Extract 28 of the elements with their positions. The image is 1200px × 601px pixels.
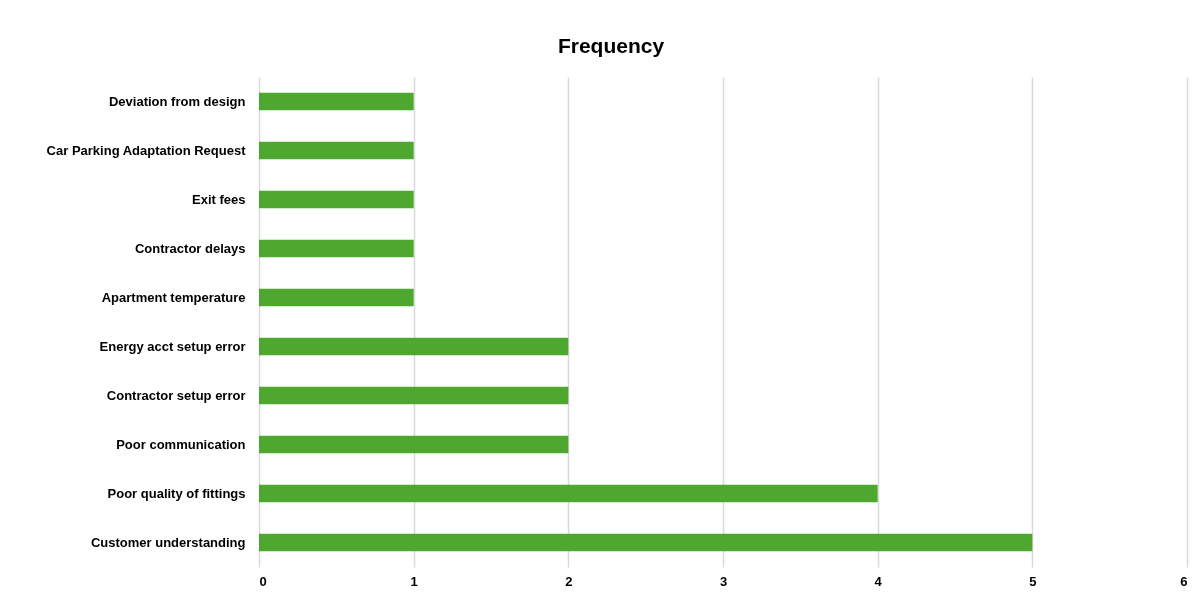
y-tick-label: Contractor delays bbox=[134, 240, 246, 256]
bar bbox=[259, 288, 414, 307]
bar bbox=[259, 92, 414, 111]
chart-title: Frequency bbox=[557, 34, 665, 57]
bar bbox=[259, 337, 569, 356]
x-tick-label: 2 bbox=[565, 573, 573, 589]
bar bbox=[259, 435, 569, 454]
y-tick-label: Poor communication bbox=[116, 436, 246, 452]
bar bbox=[259, 386, 569, 405]
x-tick-label: 3 bbox=[719, 573, 728, 589]
y-tick-label: Apartment temperature bbox=[101, 289, 246, 305]
y-tick-label: Deviation from design bbox=[108, 93, 246, 109]
y-tick-label: Poor quality of fittings bbox=[107, 485, 246, 501]
y-tick-label: Car Parking Adaptation Request bbox=[46, 142, 247, 158]
y-tick-label: Energy acct setup error bbox=[99, 338, 246, 354]
y-tick-label: Exit fees bbox=[192, 191, 246, 207]
bar bbox=[259, 190, 414, 209]
bar bbox=[259, 239, 414, 258]
bar bbox=[259, 141, 414, 160]
x-tick-label: 5 bbox=[1029, 573, 1037, 589]
bar bbox=[259, 533, 1033, 552]
y-tick-label: Customer understanding bbox=[90, 534, 246, 550]
bar bbox=[259, 484, 878, 503]
x-tick-label: 0 bbox=[259, 573, 267, 589]
x-tick-label: 1 bbox=[410, 573, 418, 589]
y-tick-label: Contractor setup error bbox=[106, 387, 246, 403]
x-tick-label: 4 bbox=[874, 573, 883, 589]
x-tick-label: 6 bbox=[1180, 573, 1188, 589]
